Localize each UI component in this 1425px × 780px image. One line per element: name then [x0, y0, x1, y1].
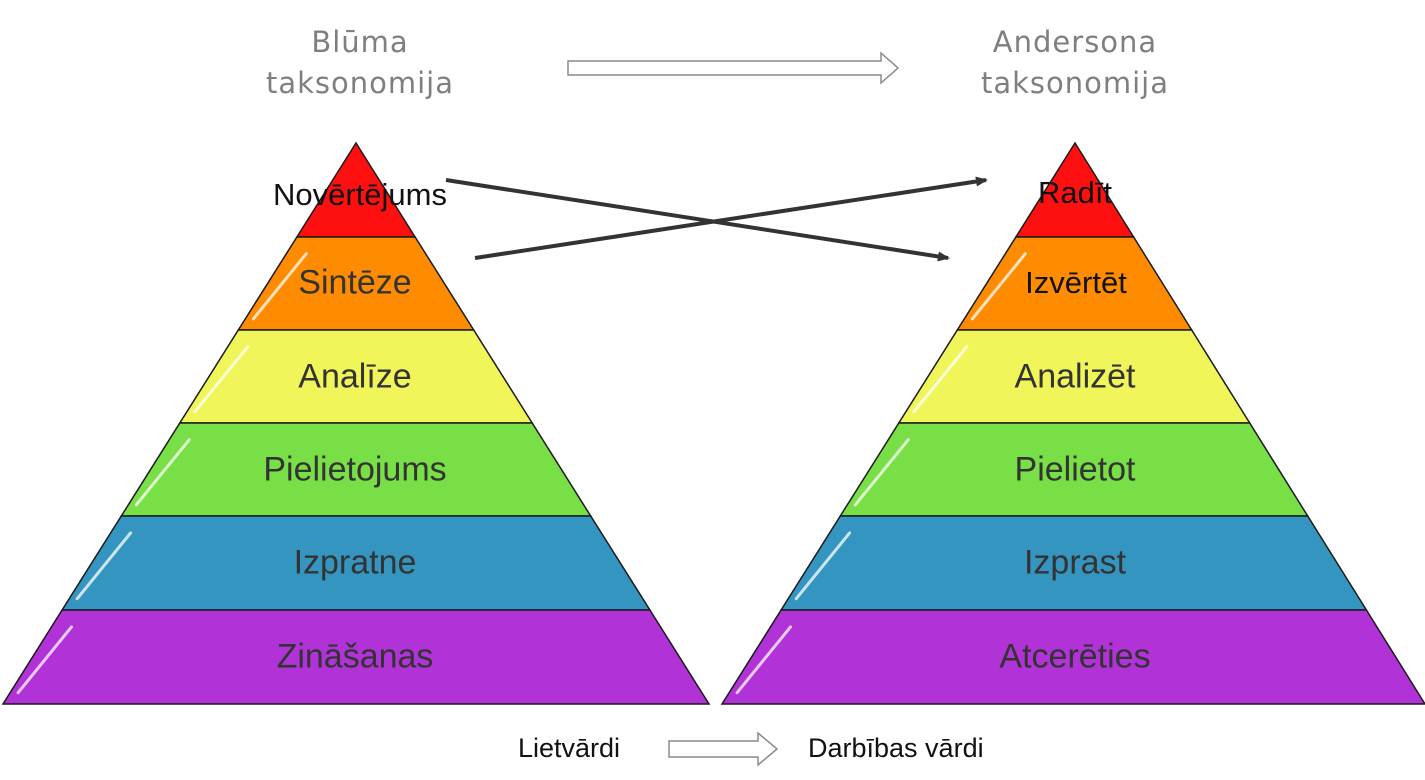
bloom-level-label: Analīze — [298, 357, 412, 396]
anderson-band-highlight — [853, 438, 910, 507]
bloom-level-label: Pielietojums — [263, 450, 447, 489]
bloom-level-label: Sintēze — [298, 263, 412, 302]
bloom-title-line1: Blūma — [311, 25, 409, 59]
anderson-level-label: Radīt — [1037, 175, 1113, 210]
anderson-title-line2: taksonomija — [980, 66, 1170, 100]
anderson-level-label: Atcerēties — [999, 637, 1151, 676]
anderson-band-highlight — [970, 252, 1027, 321]
bloom-level-label: Novērtējums — [273, 177, 447, 212]
anderson-band-highlight — [735, 625, 792, 695]
bloom-level-label: Izpratne — [293, 543, 417, 582]
anderson-pyramid — [720, 141, 1425, 705]
bloom-level-band — [1, 609, 711, 705]
verbs-label: Darbības vārdi — [808, 733, 984, 763]
anderson-level-label: Pielietot — [1014, 450, 1136, 489]
bloom-band-highlight — [251, 252, 308, 321]
anderson-level-label: Analizēt — [1014, 357, 1136, 396]
anderson-title: Andersona taksonomija — [925, 22, 1225, 104]
arrow-synthesis-to-create — [474, 176, 988, 260]
bloom-level-label: Zināšanas — [276, 637, 434, 676]
anderson-level-label: Izvērtēt — [1025, 265, 1127, 300]
bottom-hollow-arrow — [668, 731, 779, 767]
bloom-pyramid — [1, 141, 711, 705]
anderson-title-line1: Andersona — [992, 25, 1158, 59]
anderson-level-label: Izprast — [1023, 543, 1127, 582]
bloom-title: Blūma taksonomija — [210, 22, 510, 104]
anderson-band-highlight — [794, 531, 852, 601]
nouns-label: Lietvārdi — [518, 733, 621, 763]
anderson-level-band — [720, 609, 1425, 705]
bloom-band-highlight — [16, 625, 73, 695]
bloom-band-highlight — [75, 531, 133, 601]
top-hollow-arrow — [567, 51, 900, 85]
bloom-title-line2: taksonomija — [265, 66, 455, 100]
bloom-band-highlight — [134, 438, 191, 507]
bloom-band-highlight — [193, 345, 250, 414]
anderson-band-highlight — [912, 345, 969, 414]
arrow-evaluation-to-evaluate — [445, 178, 950, 262]
